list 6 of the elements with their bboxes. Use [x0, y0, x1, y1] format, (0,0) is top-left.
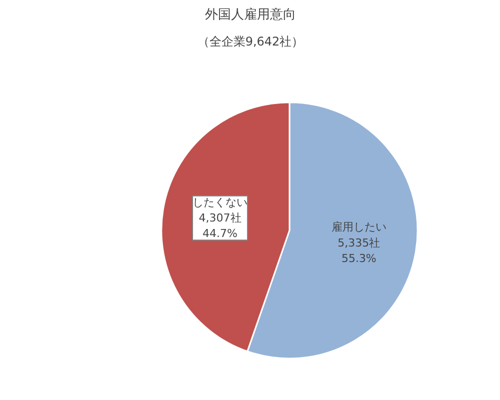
slice-label: したくない — [192, 196, 248, 209]
chart-subtitle: （全企業9,642社） — [197, 34, 304, 48]
data-label: 5,335社 55.3% — [338, 236, 380, 265]
slice-label: 雇用したい — [331, 220, 386, 234]
chart-title: 外国人雇用意向 — [205, 6, 296, 22]
data-label: 4,307社 44.7% — [198, 211, 242, 240]
